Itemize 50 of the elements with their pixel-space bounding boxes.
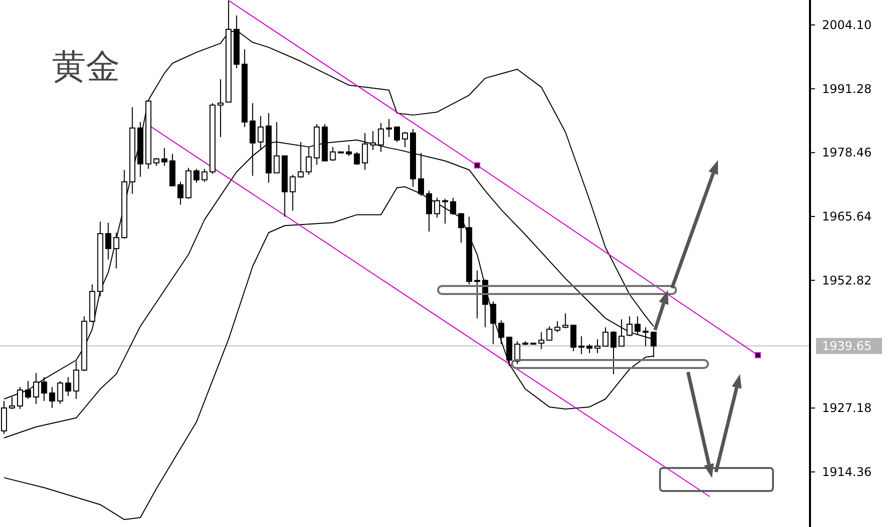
candlestick — [161, 147, 168, 166]
candlestick — [65, 376, 72, 396]
candlestick — [514, 340, 520, 365]
candlestick — [386, 118, 392, 138]
candlestick — [642, 326, 649, 347]
candlestick — [602, 326, 608, 347]
candlestick — [346, 144, 352, 156]
candlestick — [594, 338, 600, 354]
candlestick — [202, 168, 208, 182]
candlestick — [394, 126, 400, 142]
y-tick-label: 1965.64 — [822, 209, 872, 224]
candlestick — [474, 270, 480, 319]
candlestick — [450, 197, 456, 216]
candlestick — [426, 190, 432, 232]
candlestick — [402, 132, 408, 148]
candlestick — [618, 318, 625, 347]
candlestick — [218, 78, 224, 138]
candlestick — [546, 326, 552, 341]
candlestick — [177, 181, 184, 206]
candlestick — [626, 316, 633, 337]
text: 黄金 — [52, 47, 120, 87]
y-tick-label: 1927.18 — [822, 401, 872, 416]
candlestick — [49, 386, 56, 408]
candlestick — [458, 213, 464, 244]
candlestick — [354, 151, 360, 166]
candlestick — [57, 380, 64, 404]
candlestick — [193, 168, 200, 184]
candlestick — [442, 198, 448, 224]
candlestick — [306, 146, 312, 176]
candlestick — [490, 300, 496, 345]
candlestick — [570, 324, 576, 352]
candlestick — [578, 336, 584, 355]
candlestick — [634, 316, 641, 335]
y-tick-label: 1914.36 — [822, 464, 872, 479]
candlestick — [105, 222, 112, 260]
y-tick-label: 1978.46 — [822, 146, 872, 160]
candlestick — [506, 336, 512, 367]
candlestick — [113, 232, 120, 269]
candlestick — [330, 146, 336, 162]
y-tick-label: 1991.28 — [822, 82, 872, 96]
candlestick — [610, 330, 617, 375]
ref-line-label: 1939.65 — [822, 338, 872, 353]
candlestick — [434, 197, 440, 218]
candlestick — [554, 320, 560, 333]
candlestick — [538, 332, 544, 350]
y-tick-label: 1952.82 — [822, 273, 872, 288]
candlestick — [290, 174, 296, 212]
y-tick-label: 2004.10 — [822, 18, 872, 32]
candlestick — [498, 320, 504, 345]
candlestick — [562, 312, 568, 329]
